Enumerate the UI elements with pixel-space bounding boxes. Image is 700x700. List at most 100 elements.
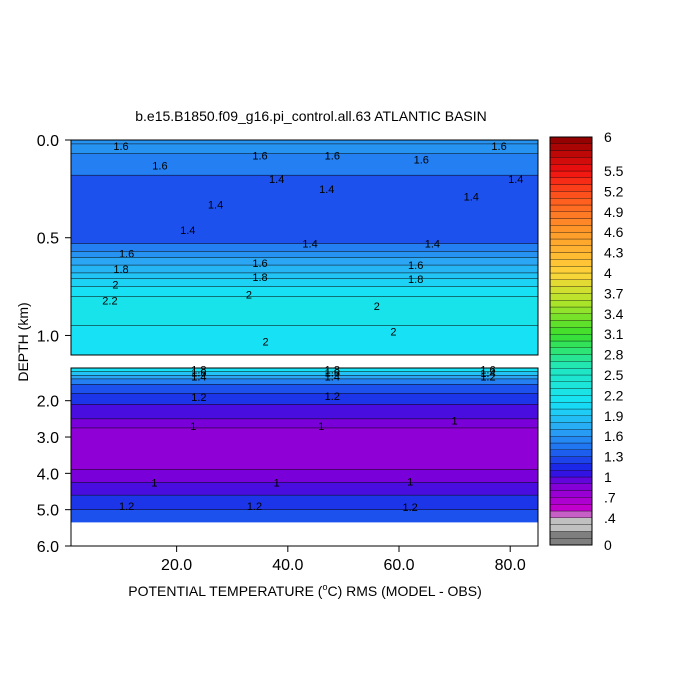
- upper-panel-contour-label: 2: [112, 280, 118, 292]
- lower-panel-band: [71, 482, 538, 496]
- colorbar-frame: [549, 136, 593, 546]
- upper-panel-band: [71, 286, 538, 297]
- lower-panel: 1.81.61.41.81.61.41.61.41.21.2 1.21 1 11 1 11…: [70, 364, 539, 547]
- colorbar-swatch: [549, 238, 593, 246]
- lower-panel-contour-label: 1: [151, 477, 157, 489]
- colorbar-label: 1.6: [604, 428, 624, 444]
- lower-panel-band: [71, 393, 538, 405]
- colorbar-swatch: [549, 456, 593, 464]
- colorbar-swatch: [549, 463, 593, 471]
- lower-panel-contour-label: 1: [452, 416, 458, 428]
- colorbar-swatch: [549, 524, 593, 532]
- upper-panel-contour-label: 1.4: [508, 174, 523, 186]
- colorbar-swatch: [549, 164, 593, 172]
- lower-panel-contour-label: 1.8: [325, 364, 340, 376]
- upper-panel-band: [71, 296, 538, 326]
- colorbar-swatch: [549, 381, 593, 389]
- upper-panel-contour-label: 1.8: [252, 272, 267, 284]
- upper-panel-band: [71, 153, 538, 176]
- colorbar-swatch: [549, 245, 593, 253]
- colorbar-label: .4: [604, 510, 616, 526]
- upper-panel-band: [71, 243, 538, 252]
- colorbar-label: 3.7: [604, 285, 624, 301]
- upper-panel-contour-label: 1.6: [119, 248, 134, 260]
- lower-panel-band: [71, 375, 538, 379]
- y-tick-label: 5.0: [37, 503, 59, 520]
- upper-panel-contour-label: 2: [246, 289, 252, 301]
- lower-panel-contour-label: 1.2: [191, 392, 206, 404]
- colorbar-label: 0: [604, 537, 612, 553]
- colorbar-swatch: [549, 340, 593, 348]
- y-tick-label: 2.0: [37, 394, 59, 411]
- colorbar-label: 5.5: [604, 163, 624, 179]
- colorbar-label: 3.4: [604, 306, 624, 322]
- upper-panel-band: [71, 140, 538, 144]
- colorbar-label: 2.5: [604, 367, 624, 383]
- colorbar-swatch: [549, 204, 593, 212]
- lower-panel-band: [71, 368, 538, 372]
- lower-panel-band: [71, 371, 538, 376]
- colorbar-label: .7: [604, 489, 616, 505]
- colorbar-swatch: [549, 218, 593, 226]
- colorbar-swatch: [549, 408, 593, 416]
- upper-panel-contour-label: 2.2: [102, 295, 117, 307]
- lower-panel-contour-label: 1: [407, 476, 413, 488]
- upper-panel-contour-label: 1.4: [208, 200, 223, 212]
- y-tick-label: 0.5: [37, 231, 59, 248]
- colorbar-swatch: [549, 504, 593, 512]
- lower-panel-contour-label: 1.4: [480, 368, 495, 380]
- colorbar-label: 6: [604, 129, 612, 145]
- colorbar-swatch: [549, 191, 593, 199]
- x-axis-label-suffix: C) RMS (MODEL - OBS): [327, 583, 481, 599]
- colorbar-swatch: [549, 252, 593, 260]
- colorbar-swatch: [549, 232, 593, 240]
- colorbar-label: 1: [604, 469, 612, 485]
- y-tick-label: 3.0: [37, 430, 59, 447]
- lower-panel-contour-label: 1: [318, 421, 324, 433]
- colorbar-swatch: [549, 470, 593, 478]
- colorbar-swatch: [549, 497, 593, 505]
- colorbar-swatch: [549, 395, 593, 403]
- colorbar-label: 4.6: [604, 224, 624, 240]
- colorbar-swatch: [549, 531, 593, 539]
- colorbar-label: 5.2: [604, 183, 624, 199]
- colorbar-label: 4.9: [604, 204, 624, 220]
- colorbar-swatch: [549, 517, 593, 525]
- colorbar-swatch: [549, 476, 593, 484]
- lower-panel-contour-label: 1.2: [402, 502, 417, 514]
- upper-panel-band: [71, 272, 538, 279]
- colorbar-swatch: [549, 483, 593, 491]
- lower-panel-band: [71, 427, 538, 470]
- colorbar-swatch: [549, 442, 593, 450]
- upper-panel-band: [71, 143, 538, 154]
- colorbar: 6 5.5 5.2 4.9 4.6 4.3 4 3.7 3.4 3.1 2.8 2.5 2.2 1.9 1.…: [549, 129, 624, 553]
- lower-panel-band: [71, 469, 538, 483]
- y-axis-label: DEPTH (km): [15, 302, 31, 381]
- x-tick-label: 20.0: [161, 557, 192, 574]
- colorbar-swatch: [549, 402, 593, 410]
- colorbar-swatch: [549, 327, 593, 335]
- lower-panel-contour-label: 1: [190, 421, 196, 433]
- colorbar-label: 1.9: [604, 408, 624, 424]
- lower-panel-contour-label: 1.2: [247, 501, 262, 513]
- colorbar-swatch: [549, 449, 593, 457]
- upper-panel-contour-label: 1.6: [252, 258, 267, 270]
- upper-panel-contour-label: 1.6: [252, 151, 267, 163]
- colorbar-label: 2.8: [604, 347, 624, 363]
- axes: 0.0 0.5 1.0 2.0 3.0 4.0 5.0 6.0 20.0 40.0 60.0 80.0: [37, 133, 526, 574]
- upper-panel-band: [71, 325, 538, 355]
- upper-panel-contour-label: 1.6: [325, 151, 340, 163]
- colorbar-swatch: [549, 143, 593, 151]
- lower-panel-band: [71, 384, 538, 394]
- upper-panel-band: [71, 265, 538, 273]
- x-axis-label-prefix: POTENTIAL TEMPERATURE (: [128, 583, 323, 599]
- upper-panel-contour-label: 1.6: [491, 141, 506, 153]
- colorbar-swatch: [549, 422, 593, 430]
- upper-panel-contour-label: 2: [374, 301, 380, 313]
- colorbar-swatch: [549, 436, 593, 444]
- lower-panel-band: [71, 509, 538, 523]
- colorbar-swatch: [549, 266, 593, 274]
- y-tick-label: 0.0: [37, 133, 59, 150]
- colorbar-swatch: [549, 510, 593, 518]
